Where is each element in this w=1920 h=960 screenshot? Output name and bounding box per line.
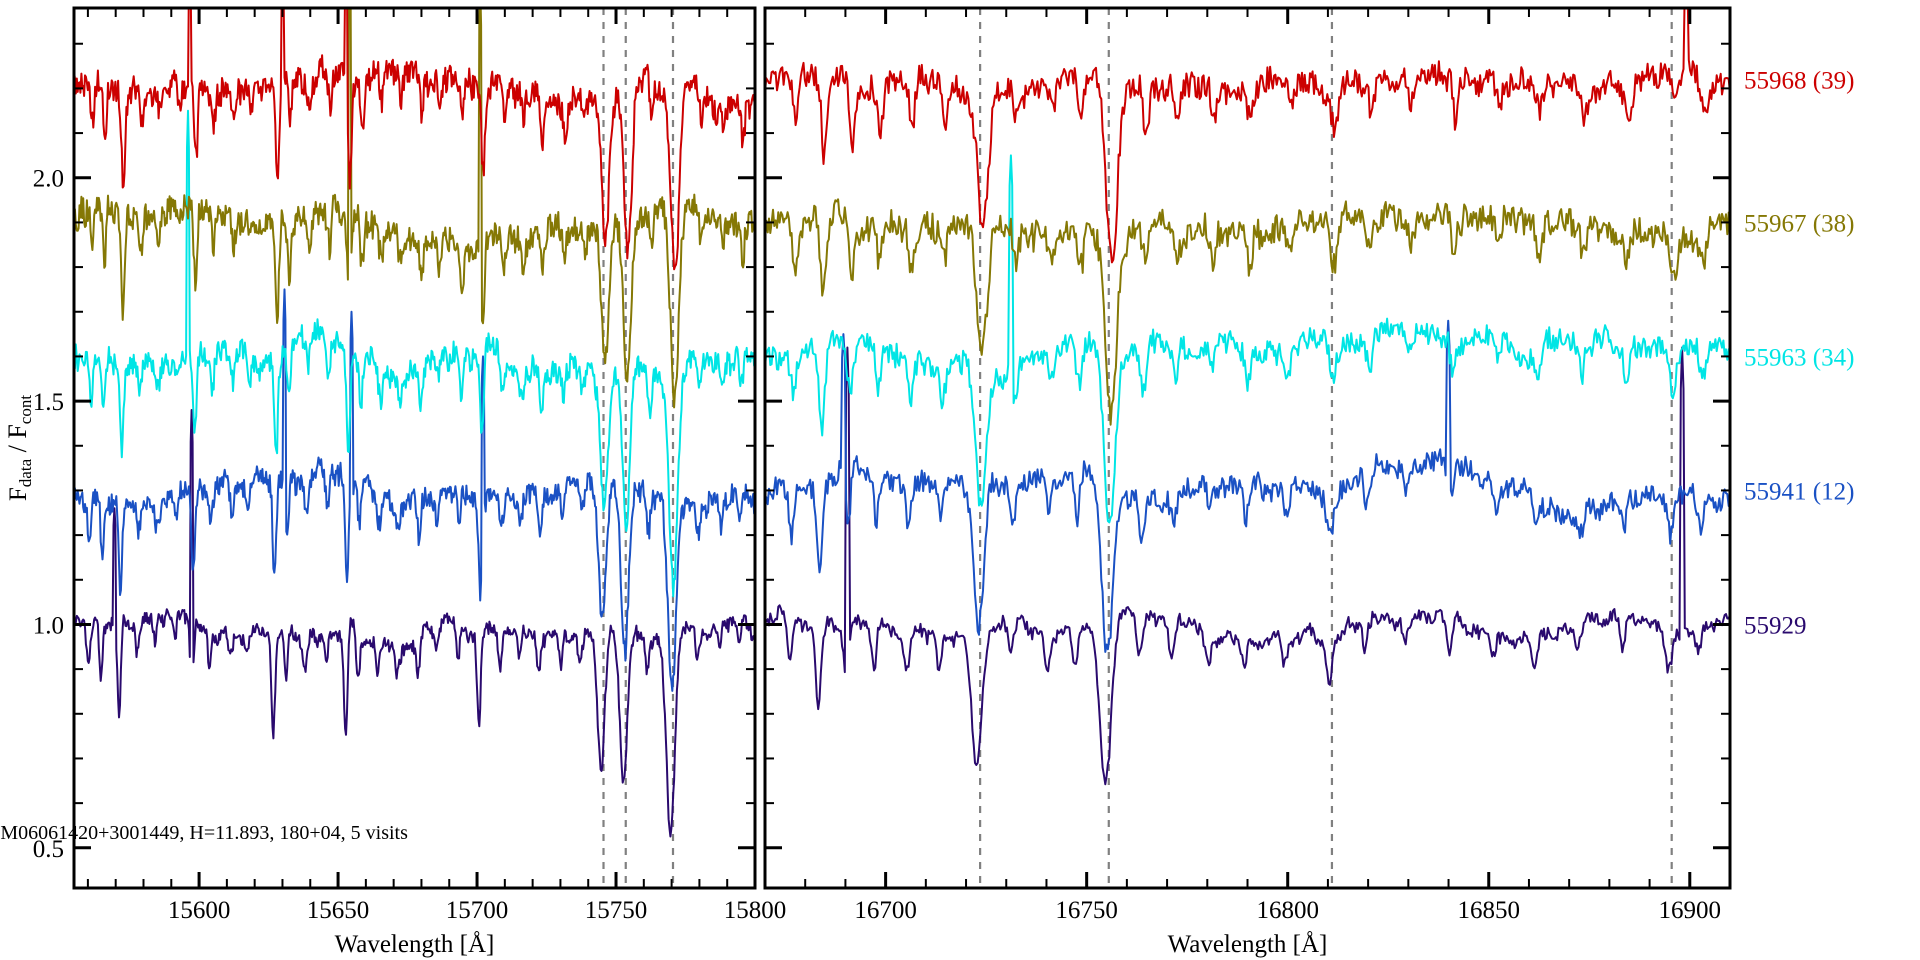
- spectrum-5594112: [74, 288, 755, 692]
- spectrum-5596738: [765, 198, 1730, 426]
- spectrum-55929: [765, 346, 1730, 786]
- x-tick-label: 16750: [1055, 897, 1118, 924]
- x-tick-label: 16800: [1256, 897, 1319, 924]
- x-tick-label: 16850: [1458, 897, 1521, 924]
- right-panel: 16700 16750 16800 16850 16900 Wavelength [Å]: [763, 6, 1732, 958]
- spectrum-55929: [74, 409, 755, 838]
- x-tick-label: 16900: [1659, 897, 1722, 924]
- plot-area: [765, 8, 1730, 888]
- panel-frame: [72, 6, 757, 890]
- x-tick-label: 16700: [854, 897, 917, 924]
- y-tick-label: 2.0: [33, 166, 64, 193]
- series-label-55929: 55929: [1744, 612, 1807, 639]
- spectrum-5594112: [765, 319, 1730, 653]
- figure-annotation: 2M06061420+3001449, H=11.893, 180+04, 5 …: [0, 822, 408, 844]
- panel-frame: [763, 6, 1732, 890]
- x-tick-label: 15650: [307, 897, 370, 924]
- y-tick-label: 1.5: [33, 389, 64, 416]
- y-axis-title: Fdata / Fcont: [3, 395, 35, 501]
- y-tick-label: 0.5: [33, 836, 64, 863]
- left-panel: 15600 15650 15700 15750 15800 0.5 1.0 1.5 2.0 Wav…: [33, 6, 787, 958]
- x-tick-label: 15600: [168, 897, 231, 924]
- x-tick-label: 15700: [446, 897, 509, 924]
- series-label-5594112: 55941 (12): [1744, 478, 1854, 505]
- x-tick-label: 15750: [585, 897, 648, 924]
- y-tick-label: 1.0: [33, 612, 64, 639]
- spectrum-5596839: [765, 8, 1730, 264]
- x-tick-label: 15800: [724, 897, 787, 924]
- series-label-5596839: 55968 (39): [1744, 67, 1854, 94]
- plot-area: [74, 8, 755, 888]
- spectrum-5596738: [74, 8, 755, 409]
- x-axis-title: Wavelength [Å]: [1168, 931, 1328, 958]
- series-label-5596334: 55963 (34): [1744, 344, 1854, 371]
- spectrum-5596334: [765, 154, 1730, 524]
- series-label-5596738: 55967 (38): [1744, 210, 1854, 237]
- x-axis-title: Wavelength [Å]: [335, 931, 495, 958]
- spectrum-5596334: [74, 109, 755, 598]
- y-axis-title-text: Fdata / Fcont: [3, 395, 35, 501]
- spectrum-5596839: [74, 8, 755, 271]
